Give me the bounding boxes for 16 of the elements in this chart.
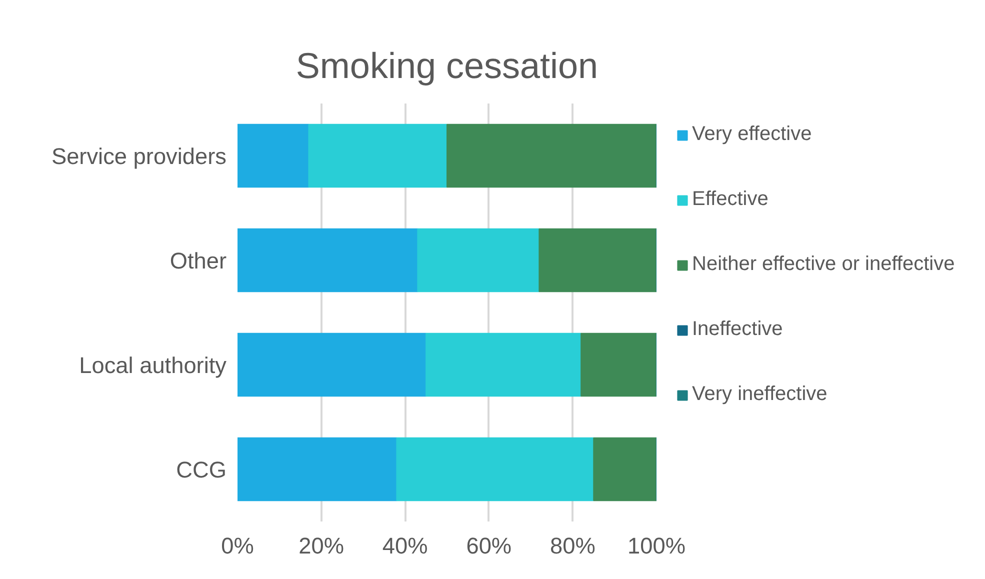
y-tick-label: Other [170, 247, 227, 274]
legend-label: Effective [692, 188, 768, 211]
x-tick-label: 100% [628, 532, 686, 558]
legend-label: Very effective [692, 123, 812, 146]
x-tick-label: 0% [221, 532, 254, 558]
legend-label: Ineffective [692, 318, 783, 341]
y-tick-label: Service providers [51, 142, 227, 169]
y-tick-label: Local authority [79, 352, 228, 378]
x-tick-label: 40% [382, 532, 428, 558]
chart-title: Smoking cessation [296, 45, 598, 86]
x-tick-label: 60% [466, 532, 512, 558]
x-tick-label: 20% [298, 532, 344, 558]
legend-label: Neither effective or ineffective [692, 253, 955, 276]
legend-label: Very ineffective [692, 383, 828, 406]
x-tick-label: 80% [550, 532, 596, 558]
y-tick-label: CCG [176, 456, 227, 482]
